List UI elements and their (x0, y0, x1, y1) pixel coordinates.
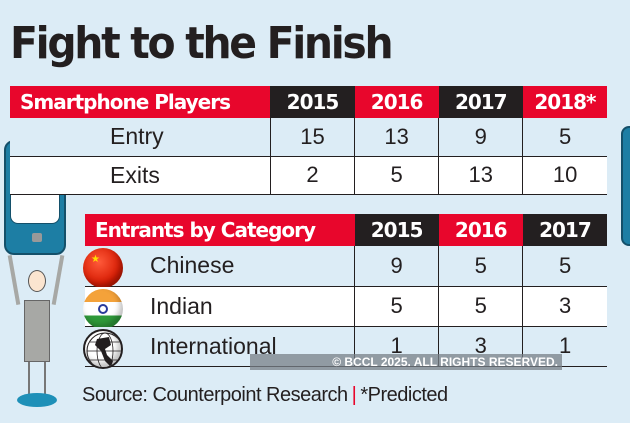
predicted-note: *Predicted (360, 384, 448, 406)
cell-value: 9 (354, 246, 439, 287)
cell-value: 13 (354, 118, 439, 157)
header-year: 2016 (438, 214, 523, 246)
cell-value: 10 (522, 156, 607, 195)
man-body (24, 300, 50, 362)
copyright-watermark: © BCCL 2025. ALL RIGHTS RESERVED. (250, 354, 562, 370)
stand-base (17, 393, 57, 407)
man-head (28, 270, 46, 292)
source-note: Source: Counterpoint Research | *Predicted (82, 384, 448, 407)
row-label-cell: ★ Chinese (83, 246, 355, 288)
cell-value: 2 (269, 156, 355, 195)
source-text: Source: Counterpoint Research (82, 384, 348, 406)
smartphone-edge-icon (621, 126, 630, 246)
table-row-exits: Exits 2 5 13 10 (10, 156, 607, 195)
header-year: 2018* (522, 86, 607, 118)
man-legs (28, 362, 46, 398)
header-label: Entrants by Category (85, 214, 355, 246)
cell-value: 5 (354, 286, 439, 327)
cell-value: 9 (438, 118, 523, 157)
phone-home-button (32, 233, 42, 242)
cell-value: 5 (354, 156, 439, 195)
header-year: 2017 (522, 214, 607, 246)
header-label: Smartphone Players (10, 86, 271, 118)
table-row-entry: Entry 15 13 9 5 (10, 118, 607, 157)
row-label-cell: Indian (83, 286, 355, 329)
globe-icon (83, 328, 123, 369)
man-arm-left (7, 255, 21, 305)
cell-value: 15 (269, 118, 355, 157)
row-label: Chinese (150, 252, 235, 279)
cell-value: 5 (522, 246, 607, 287)
table-row-indian: Indian 5 5 3 (83, 286, 607, 329)
header-year: 2015 (354, 214, 439, 246)
chart-title: Fight to the Finish (10, 18, 394, 69)
separator: | (351, 384, 357, 406)
table-row-chinese: ★ Chinese 9 5 5 (83, 246, 607, 288)
entrants-by-category-table: Entrants by Category 2015 2016 2017 ★ Ch… (83, 214, 607, 369)
table-header: Entrants by Category 2015 2016 2017 (85, 214, 607, 246)
smartphone-players-table: Smartphone Players 2015 2016 2017 2018* … (10, 86, 607, 195)
cell-value: 5 (522, 118, 607, 157)
header-year: 2017 (438, 86, 523, 118)
india-flag-icon (83, 288, 123, 329)
cell-value: 5 (438, 246, 523, 287)
man-arm-right (51, 255, 65, 305)
header-year: 2016 (354, 86, 439, 118)
china-flag-icon: ★ (83, 248, 123, 288)
row-label: Indian (150, 292, 213, 319)
row-label: Exits (10, 156, 271, 195)
row-label: Entry (10, 118, 271, 157)
cell-value: 3 (522, 286, 607, 327)
cell-value: 5 (438, 286, 523, 327)
header-year: 2015 (270, 86, 355, 118)
table-header: Smartphone Players 2015 2016 2017 2018* (10, 86, 607, 118)
cell-value: 13 (438, 156, 523, 195)
